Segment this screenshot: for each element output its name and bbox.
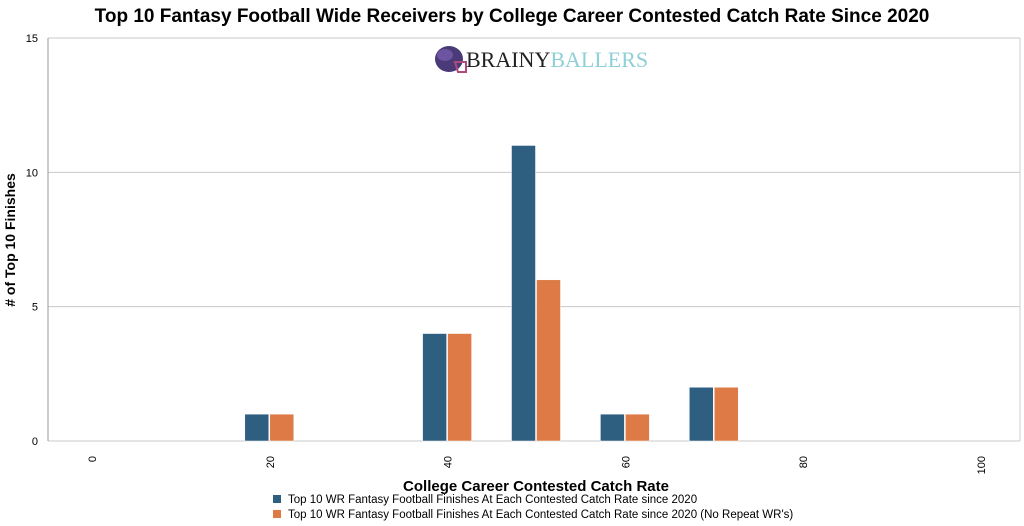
x-tick-label: 0 [87, 456, 99, 462]
x-tick-label: 20 [265, 456, 277, 468]
x-tick-label: 60 [620, 456, 632, 468]
chart-title: Top 10 Fantasy Football Wide Receivers b… [95, 6, 930, 27]
logo-brainy: BRAINY [466, 47, 550, 72]
bar-series-0-20 [244, 413, 270, 442]
y-tick-label: 5 [32, 302, 38, 314]
y-tick-label: 0 [32, 436, 38, 448]
x-tick-label: 100 [976, 456, 988, 474]
bar-series-1-70 [714, 387, 739, 442]
bars [244, 145, 739, 442]
svg-text:BRAINYBALLERS: BRAINYBALLERS [466, 47, 648, 72]
y-tick-label: 10 [26, 167, 38, 179]
x-tick-label: 80 [798, 456, 810, 468]
axes: 0 5 10 15 0 20 40 60 80 100 [26, 33, 1021, 474]
bar-series-1-60 [625, 413, 650, 442]
logo-ballers: BALLERS [550, 47, 648, 72]
helmet-icon [435, 46, 467, 73]
legend-swatch-0 [273, 495, 281, 503]
legend-label-1: Top 10 WR Fantasy Football Finishes At E… [288, 509, 793, 521]
y-axis-label: # of Top 10 Finishes [2, 173, 18, 307]
bar-series-1-40 [447, 333, 472, 442]
y-tick-label: 15 [26, 33, 38, 45]
x-axis-label: College Career Contested Catch Rate [403, 478, 669, 495]
bar-series-1-20 [269, 413, 295, 442]
bar-series-0-60 [600, 413, 625, 442]
bar-series-1-50 [536, 279, 561, 442]
x-tick-label: 40 [443, 456, 455, 468]
legend: Top 10 WR Fantasy Football Finishes At E… [273, 494, 793, 521]
bar-series-0-40 [422, 333, 447, 442]
bar-series-0-50 [511, 145, 536, 442]
legend-label-0: Top 10 WR Fantasy Football Finishes At E… [288, 494, 697, 506]
brainy-ballers-logo: BRAINYBALLERS [435, 46, 648, 73]
legend-swatch-1 [273, 510, 281, 518]
bar-series-0-70 [689, 387, 714, 442]
